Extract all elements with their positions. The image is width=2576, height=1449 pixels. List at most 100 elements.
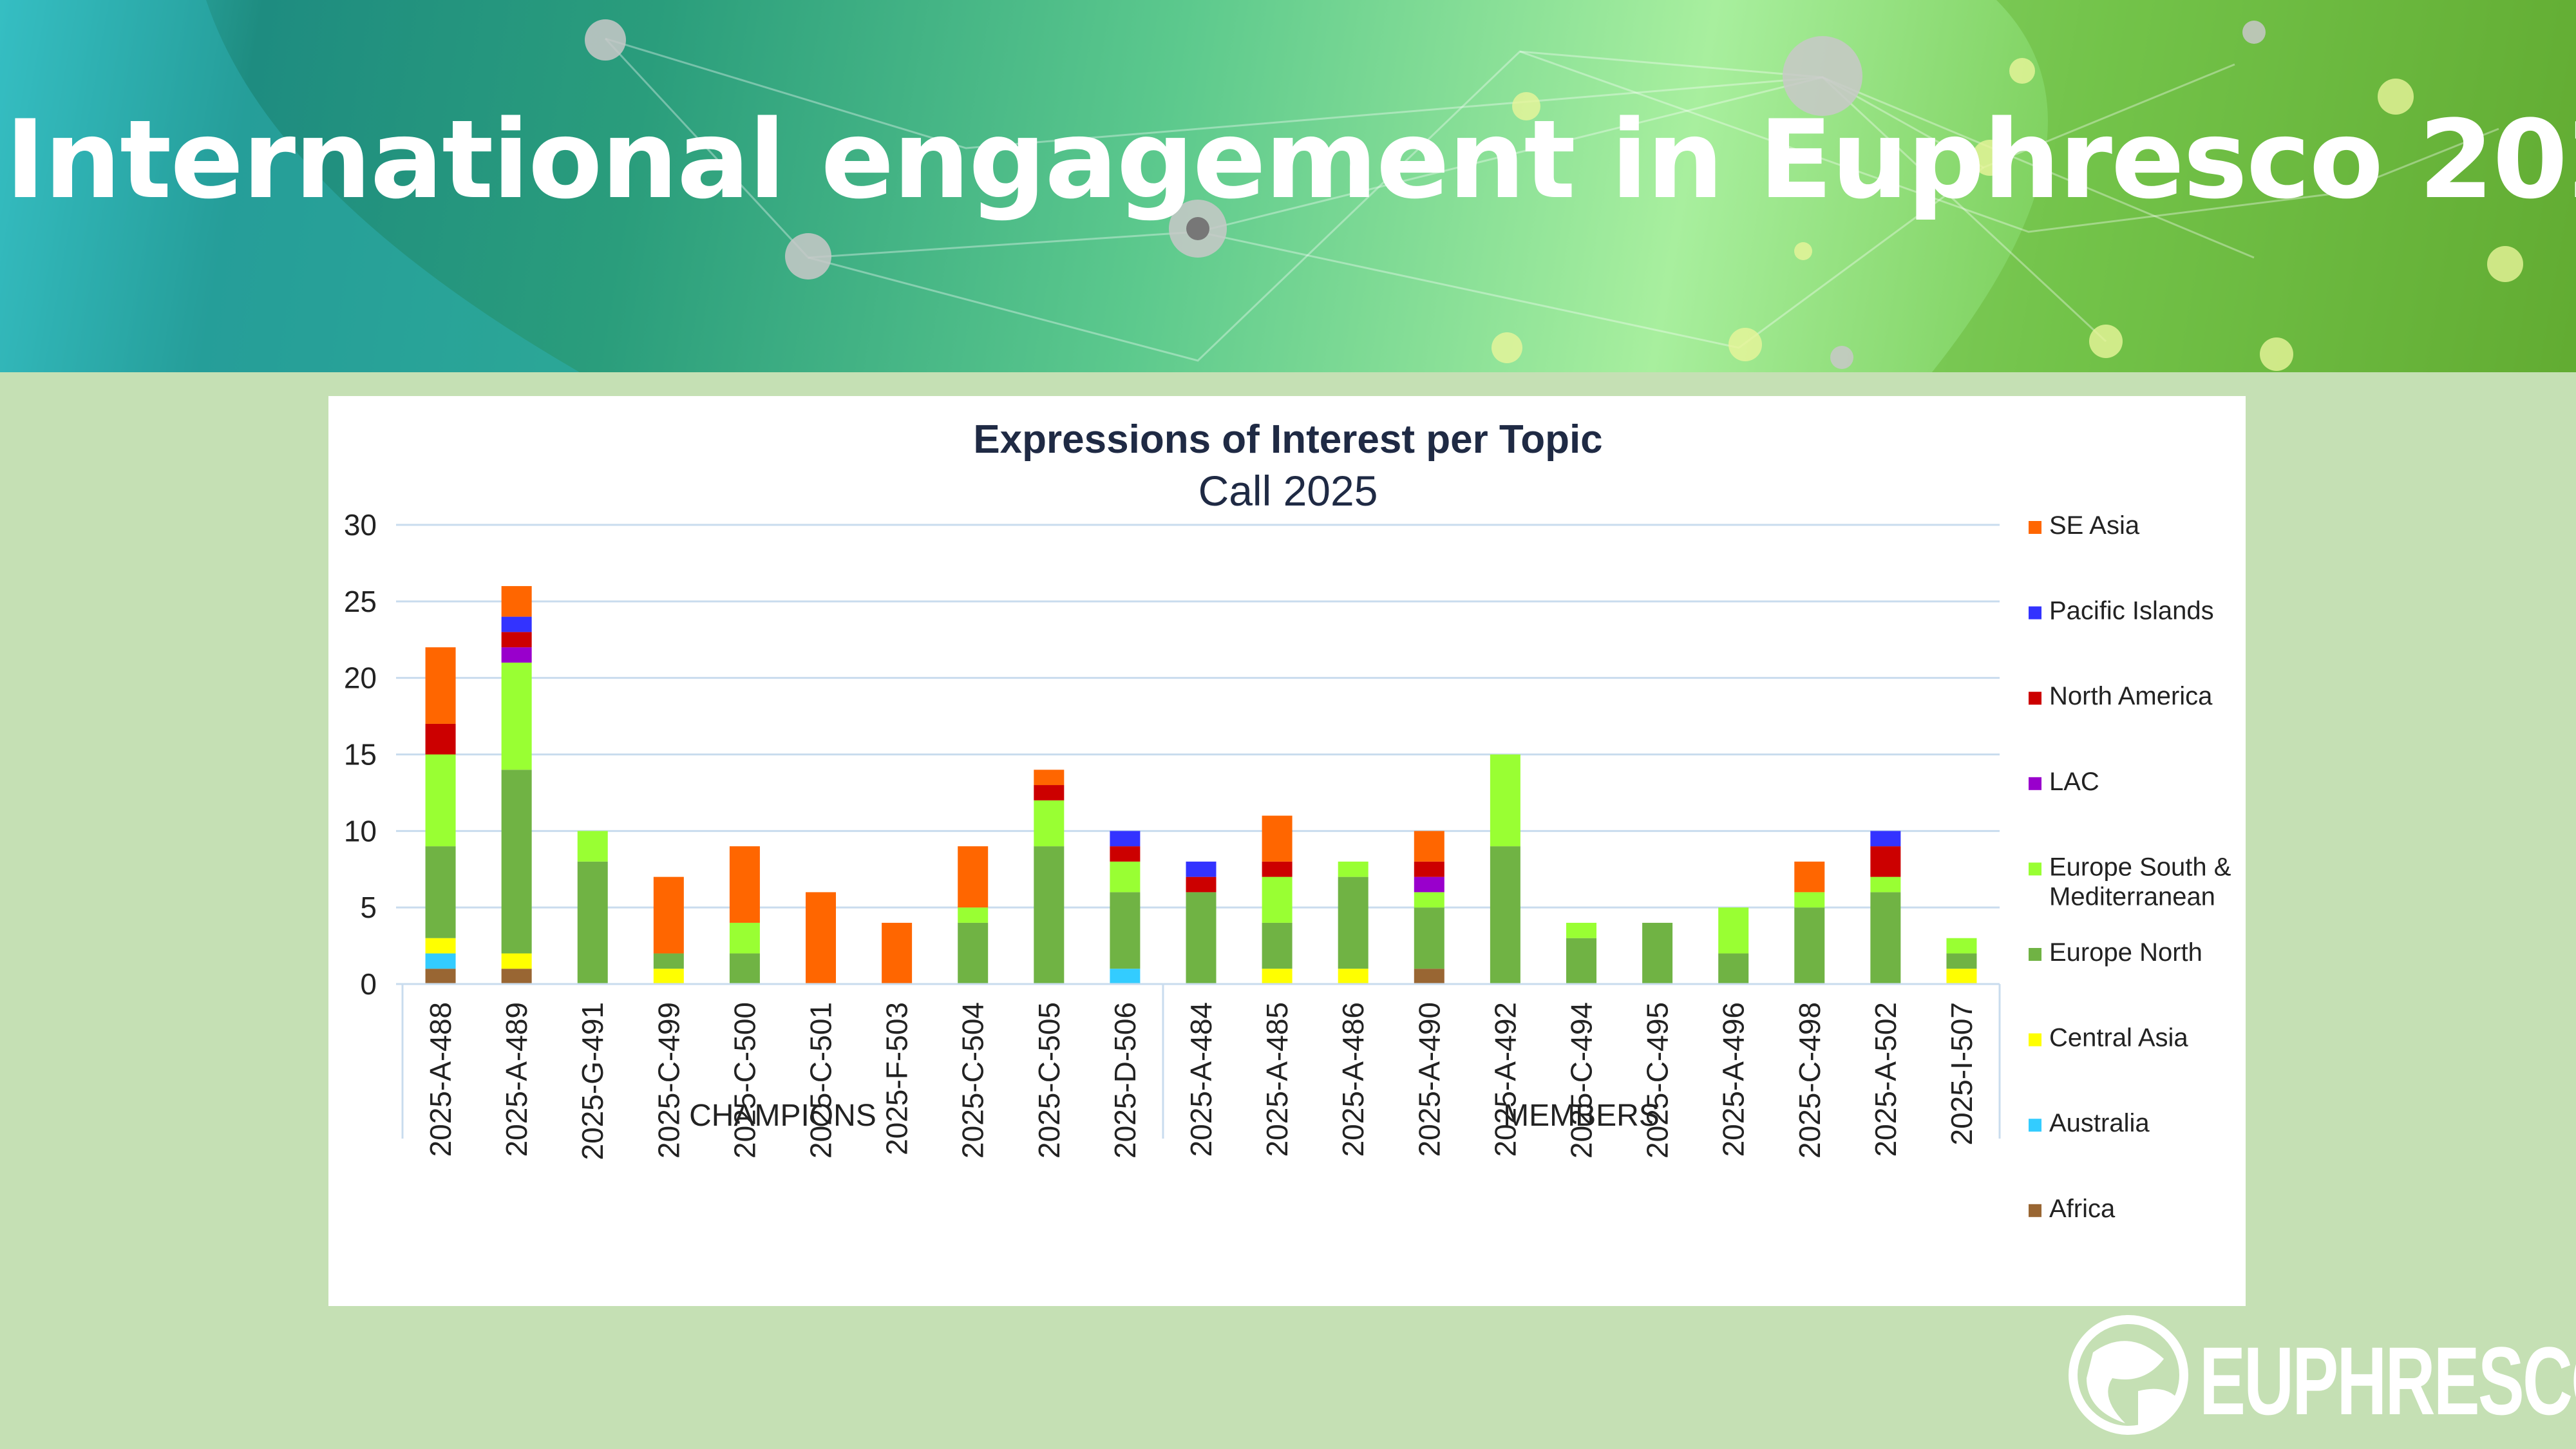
- bar-segment-africa: [425, 969, 456, 984]
- bar-segment-se-asia: [1794, 861, 1825, 893]
- legend-label: LAC: [2049, 768, 2099, 796]
- bar-segment-australia: [1110, 969, 1141, 984]
- y-tick-label: 25: [344, 585, 377, 618]
- globe-leaf-icon: [2069, 1315, 2188, 1435]
- bar-segment-europe-north: [577, 861, 608, 984]
- x-tick-label: 2025-C-494: [1564, 1002, 1598, 1159]
- bar-segment-africa: [1414, 969, 1444, 984]
- bar-segment-north-america: [501, 632, 532, 648]
- bar-segment-europe-south-mediterranean: [1414, 892, 1444, 908]
- x-tick-label: 2025-A-489: [500, 1002, 533, 1157]
- x-tick-label: 2025-A-496: [1717, 1002, 1750, 1157]
- legend-marker: [2029, 521, 2041, 534]
- bar-segment-pacific-islands: [501, 616, 532, 632]
- bar-segment-se-asia: [1262, 815, 1293, 862]
- legend-label: North America: [2049, 682, 2213, 710]
- bar-segment-africa: [501, 969, 532, 984]
- bar-segment-europe-south-mediterranean: [958, 907, 989, 923]
- x-tick-label: 2025-A-486: [1336, 1002, 1370, 1157]
- bar-segment-europe-north: [729, 953, 760, 984]
- stacked-bar-chart: Expressions of Interest per Topic Call 2…: [344, 417, 2231, 1223]
- bar-segment-europe-south-mediterranean: [1718, 907, 1749, 954]
- bar-segment-se-asia: [806, 892, 837, 984]
- y-tick-label: 15: [344, 738, 377, 772]
- bar-segment-pacific-islands: [1186, 861, 1217, 877]
- legend-marker: [2029, 1204, 2041, 1217]
- bar-segment-se-asia: [1034, 770, 1065, 786]
- x-tick-label: 2025-A-490: [1412, 1002, 1446, 1157]
- bar-segment-europe-south-mediterranean: [1034, 800, 1065, 847]
- bar-segment-central-asia: [501, 953, 532, 969]
- chart-panel: Expressions of Interest per Topic Call 2…: [328, 396, 2246, 1306]
- x-tick-label: 2025-C-504: [956, 1002, 990, 1159]
- header-banner: International engagement in Euphresco 20…: [0, 0, 2576, 372]
- bar-segment-north-america: [1414, 861, 1444, 877]
- bar-segment-europe-north: [425, 846, 456, 938]
- bar-segment-europe-north: [653, 953, 684, 969]
- bar-segment-se-asia: [501, 586, 532, 617]
- slide-title: International engagement in Euphresco 20…: [5, 97, 2576, 223]
- bar-segment-australia: [425, 953, 456, 969]
- legend-marker: [2029, 862, 2041, 876]
- legend-label: Central Asia: [2049, 1024, 2188, 1052]
- x-tick-label: 2025-A-502: [1869, 1002, 1902, 1157]
- bar-segment-europe-north: [1870, 892, 1901, 984]
- bar-segment-europe-south-mediterranean: [501, 662, 532, 770]
- bar-segment-lac: [501, 647, 532, 663]
- bar-segment-europe-north: [1262, 922, 1293, 969]
- bar-segment-se-asia: [882, 922, 913, 984]
- bar-segment-europe-north: [1338, 876, 1368, 969]
- x-tick-label: 2025-C-500: [728, 1002, 761, 1159]
- x-tick-label: 2025-D-506: [1108, 1002, 1142, 1159]
- bar-segment-europe-north: [1414, 907, 1444, 969]
- bar-segment-europe-north: [1946, 953, 1977, 969]
- bar-segment-europe-south-mediterranean: [1794, 892, 1825, 908]
- legend-label: Australia: [2049, 1109, 2150, 1137]
- bar-segment-north-america: [1262, 861, 1293, 877]
- y-tick-label: 20: [344, 661, 377, 695]
- bar-segment-europe-south-mediterranean: [1490, 754, 1520, 847]
- bar-segment-europe-north: [1642, 922, 1673, 984]
- x-tick-label: 2025-A-484: [1184, 1002, 1218, 1157]
- bar-segment-north-america: [1034, 785, 1065, 800]
- legend-label: Pacific Islands: [2049, 597, 2214, 625]
- x-tick-label: 2025-G-491: [576, 1002, 609, 1160]
- bar-segment-europe-south-mediterranean: [1946, 938, 1977, 954]
- legend-label: SE Asia: [2049, 511, 2140, 540]
- bar-segment-europe-north: [1718, 953, 1749, 984]
- bar-segment-europe-south-mediterranean: [425, 754, 456, 847]
- group-label: MEMBERS: [1503, 1099, 1660, 1133]
- bar-segment-europe-south-mediterranean: [729, 922, 760, 954]
- chart-title: Expressions of Interest per Topic: [973, 417, 1602, 462]
- x-tick-label: 2025-A-488: [424, 1002, 457, 1157]
- legend-marker: [2029, 777, 2041, 790]
- bar-segment-europe-north: [1794, 907, 1825, 984]
- bar-segment-europe-north: [1034, 846, 1065, 984]
- bar-segment-north-america: [1186, 876, 1217, 893]
- bar-segment-north-america: [1110, 846, 1141, 862]
- x-tick-label: 2025-C-495: [1641, 1002, 1674, 1159]
- bar-segment-europe-south-mediterranean: [1338, 861, 1368, 877]
- legend-marker: [2029, 1033, 2041, 1046]
- bar-segment-se-asia: [425, 647, 456, 724]
- logo-text: EUPHRESCO III: [2199, 1327, 2576, 1435]
- bar-segment-central-asia: [1946, 969, 1977, 984]
- bar-segment-europe-south-mediterranean: [1110, 861, 1141, 893]
- x-tick-label: 2025-C-499: [652, 1002, 685, 1159]
- bar-segment-europe-south-mediterranean: [1870, 876, 1901, 893]
- group-label: CHAMPIONS: [689, 1099, 876, 1133]
- bar-segment-central-asia: [425, 938, 456, 954]
- legend-label: Europe North: [2049, 938, 2202, 967]
- bar-segment-europe-south-mediterranean: [1262, 876, 1293, 923]
- x-tick-label: 2025-C-501: [804, 1002, 838, 1159]
- bar-segment-se-asia: [729, 846, 760, 923]
- legend-marker: [2029, 692, 2041, 705]
- legend-label: Africa: [2049, 1195, 2116, 1223]
- x-tick-label: 2025-I-507: [1945, 1002, 1978, 1146]
- x-tick-label: 2025-C-498: [1793, 1002, 1826, 1159]
- bar-segment-north-america: [425, 723, 456, 755]
- network-decoration: [0, 0, 2576, 372]
- y-tick-label: 0: [360, 967, 377, 1001]
- bar-segment-pacific-islands: [1870, 831, 1901, 847]
- bar-segment-europe-north: [1186, 892, 1217, 984]
